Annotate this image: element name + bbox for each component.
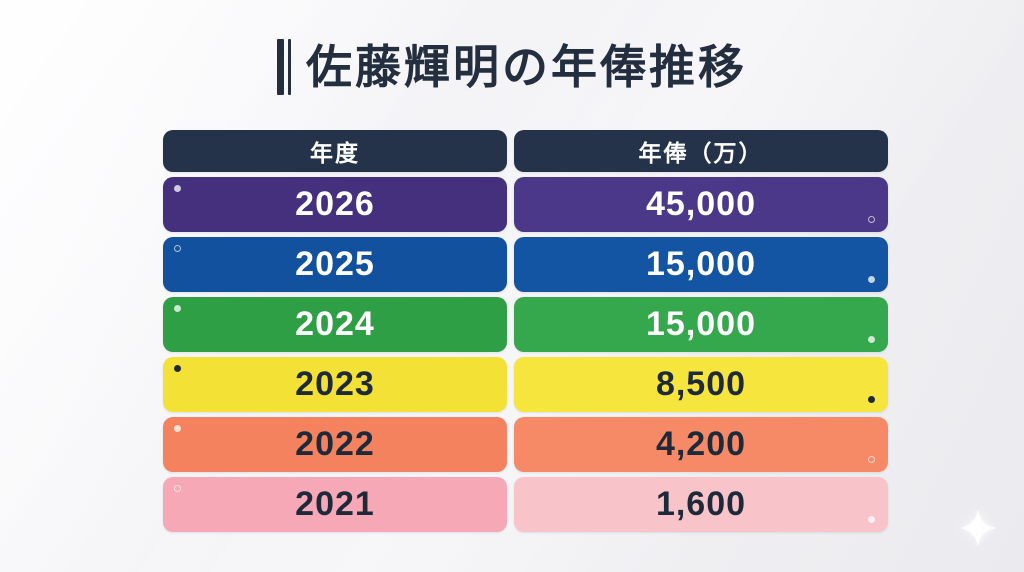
decor-dot-icon	[174, 365, 181, 372]
decor-dot-icon	[868, 456, 875, 463]
decor-dot-icon	[868, 216, 875, 223]
salary-value: 4,200	[655, 425, 747, 463]
decor-dot-icon	[174, 185, 181, 192]
year-cell: 2023	[163, 357, 507, 412]
year-value: 2023	[295, 365, 375, 403]
decor-dot-icon	[868, 396, 875, 403]
salary-value: 8,500	[655, 365, 747, 403]
year-cell: 2024	[163, 297, 507, 352]
table-row-2022: 2022 4,200	[163, 417, 888, 472]
year-cell: 2022	[163, 417, 507, 472]
table-row-2026: 2026 45,000	[163, 177, 888, 232]
decor-dot-icon	[174, 305, 181, 312]
salary-cell: 45,000	[514, 177, 888, 232]
salary-value: 45,000	[646, 185, 756, 223]
salary-value: 15,000	[646, 245, 756, 283]
salary-cell: 15,000	[514, 297, 888, 352]
salary-cell: 8,500	[514, 357, 888, 412]
table-row-2025: 2025 15,000	[163, 237, 888, 292]
decor-dot-icon	[868, 516, 875, 523]
header-salary-cell: 年俸（万）	[514, 130, 888, 172]
year-value: 2022	[295, 425, 375, 463]
header-year-cell: 年度	[163, 130, 507, 172]
sparkle-icon	[959, 509, 997, 547]
decor-dot-icon	[174, 425, 181, 432]
page-title: 佐藤輝明の年俸推移	[0, 34, 1024, 100]
salary-value: 1,600	[655, 485, 747, 523]
decor-dot-icon	[174, 245, 181, 252]
year-cell: 2025	[163, 237, 507, 292]
salary-cell: 1,600	[514, 477, 888, 532]
year-cell: 2026	[163, 177, 507, 232]
decor-dot-icon	[174, 485, 181, 492]
title-bar-thin	[288, 39, 291, 95]
decor-dot-icon	[868, 336, 875, 343]
year-value: 2026	[295, 185, 375, 223]
table-row-2023: 2023 8,500	[163, 357, 888, 412]
year-value: 2025	[295, 245, 375, 283]
page-title-text: 佐藤輝明の年俸推移	[306, 41, 747, 93]
salary-cell: 15,000	[514, 237, 888, 292]
title-bar-thick	[277, 39, 284, 95]
year-value: 2021	[295, 485, 375, 523]
title-marker-bars-icon	[277, 39, 291, 95]
table-row-2024: 2024 15,000	[163, 297, 888, 352]
salary-value: 15,000	[646, 305, 756, 343]
salary-cell: 4,200	[514, 417, 888, 472]
decor-dot-icon	[868, 276, 875, 283]
year-value: 2024	[295, 305, 375, 343]
table-header-row: 年度 年俸（万）	[163, 130, 888, 172]
table-row-2021: 2021 1,600	[163, 477, 888, 532]
salary-table: 年度 年俸（万） 2026 45,000 2025 15,000	[163, 130, 888, 532]
year-cell: 2021	[163, 477, 507, 532]
